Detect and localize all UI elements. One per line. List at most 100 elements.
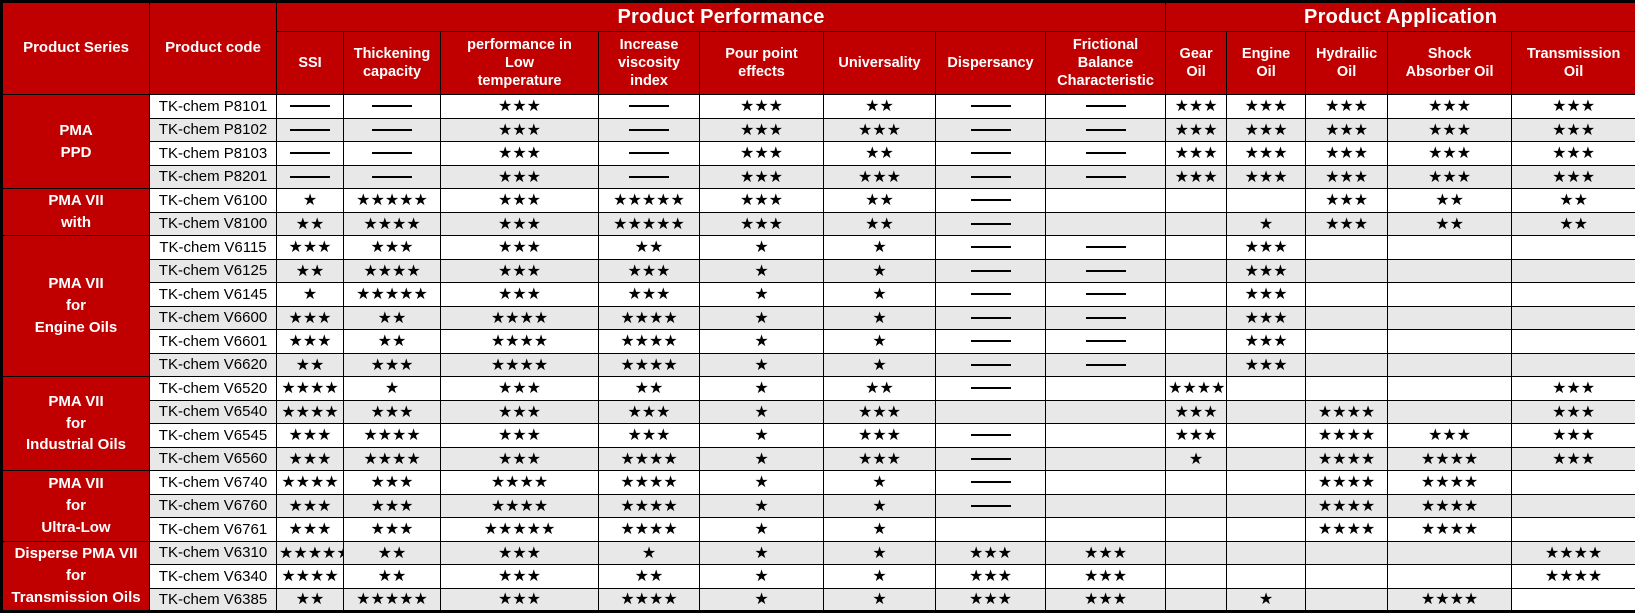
header-columns-row: SSI Thickening capacity performance in L… (2, 31, 1635, 95)
empty-cell (1165, 493, 1228, 518)
star-rating-cell: ★★★★★ (343, 188, 441, 213)
star-rating-cell: ★★ (343, 540, 441, 565)
col-header-hydrailic-oil: Hydrailic Oil (1305, 31, 1389, 95)
star-rating-cell: ★★★★ (598, 446, 700, 471)
star-rating-cell: ★ (699, 352, 824, 377)
product-series-cell: PMA VII for Industrial Oils (1, 376, 150, 471)
not-applicable-cell (935, 235, 1046, 260)
not-applicable-cell (935, 329, 1046, 354)
not-applicable-cell (1044, 305, 1167, 330)
star-rating-cell: ★ (823, 493, 936, 518)
product-code-cell: TK-chem V6100 (149, 188, 277, 213)
product-code-cell: TK-chem P8101 (149, 94, 277, 119)
dash-icon (970, 481, 1011, 484)
star-rating-cell: ★★★★ (343, 423, 441, 448)
product-series-cell: PMA PPD (1, 94, 150, 189)
table-row: TK-chem P8103 ★★★ ★★★ ★★ ★★★ ★★★ ★★★ ★★★ ★★★ (1, 141, 1635, 166)
star-rating-cell: ★★ (276, 258, 344, 283)
empty-cell (1044, 517, 1167, 542)
empty-cell (1387, 329, 1513, 354)
star-rating-cell: ★★★★ (598, 352, 700, 377)
table-row: PMA VII for Engine Oils TK-chem V6115 ★★★ ★… (1, 235, 1635, 377)
empty-cell (1305, 329, 1389, 354)
star-rating-cell: ★ (699, 399, 824, 424)
star-rating-cell: ★★★ (598, 258, 700, 283)
star-rating-cell: ★★★ (1511, 423, 1635, 448)
empty-cell (1511, 493, 1635, 518)
not-applicable-cell (935, 141, 1046, 166)
not-applicable-cell (935, 211, 1046, 236)
star-rating-cell: ★★★ (1511, 94, 1635, 119)
product-code-cell: TK-chem V6145 (149, 282, 277, 307)
star-rating-cell: ★ (823, 540, 936, 565)
empty-cell (1165, 258, 1228, 283)
table-row: TK-chem V6145 ★ ★★★★★ ★★★ ★★★ ★ ★ ★★★ (1, 282, 1635, 307)
star-rating-cell: ★ (823, 352, 936, 377)
table-row: TK-chem V6600 ★★★ ★★ ★★★★ ★★★★ ★ ★ ★★★ (1, 305, 1635, 330)
empty-cell (1387, 540, 1513, 565)
star-rating-cell: ★★★ (1165, 164, 1228, 189)
dash-icon (970, 293, 1011, 296)
product-code-cell: TK-chem V6115 (149, 235, 277, 260)
dash-icon (1085, 269, 1126, 272)
star-rating-cell: ★★★ (823, 446, 936, 471)
star-rating-cell: ★★★★ (598, 517, 700, 542)
star-rating-cell: ★★★ (1511, 376, 1635, 401)
empty-cell (935, 399, 1046, 424)
star-rating-cell: ★★ (1511, 211, 1635, 236)
star-rating-cell: ★ (699, 470, 824, 495)
empty-cell (1387, 352, 1513, 377)
star-rating-cell: ★★★ (1387, 141, 1513, 166)
empty-cell (1305, 540, 1389, 565)
dash-icon (290, 128, 330, 131)
star-rating-cell: ★★★ (823, 423, 936, 448)
star-rating-cell: ★★★ (1387, 423, 1513, 448)
empty-cell (1165, 282, 1228, 307)
table-row: TK-chem V6601 ★★★ ★★ ★★★★ ★★★★ ★ ★ ★★★ (1, 329, 1635, 354)
empty-cell (1387, 399, 1513, 424)
star-rating-cell: ★★★★ (1165, 376, 1228, 401)
col-header-frictional-balance-characteristic: Frictional Balance Characteristic (1044, 31, 1167, 95)
star-rating-cell: ★★ (1511, 188, 1635, 213)
dash-icon (372, 105, 412, 108)
not-applicable-cell (935, 164, 1046, 189)
star-rating-cell: ★★★★ (440, 329, 599, 354)
product-code-cell: TK-chem V6600 (149, 305, 277, 330)
product-code-cell: TK-chem V6340 (149, 564, 277, 589)
not-applicable-cell (935, 352, 1046, 377)
dash-icon (970, 387, 1011, 390)
star-rating-cell: ★★★★ (1387, 446, 1513, 471)
star-rating-cell: ★★★ (1511, 164, 1635, 189)
star-rating-cell: ★★★ (343, 493, 441, 518)
star-rating-cell: ★★★ (1511, 446, 1635, 471)
header-group-row: Product Series Product code Product Perf… (1, 1, 1635, 95)
star-rating-cell: ★★★ (440, 282, 599, 307)
dash-icon (629, 152, 669, 155)
star-rating-cell: ★★★★ (598, 305, 700, 330)
star-rating-cell: ★★ (823, 141, 936, 166)
product-code-cell: TK-chem V6125 (149, 258, 277, 283)
not-applicable-cell (1044, 141, 1167, 166)
star-rating-cell: ★★★ (598, 399, 700, 424)
empty-cell (1226, 188, 1307, 213)
star-rating-cell: ★★★ (1226, 329, 1307, 354)
star-rating-cell: ★★★★ (598, 329, 700, 354)
dash-icon (970, 175, 1011, 178)
dash-icon (629, 105, 669, 108)
star-rating-cell: ★ (598, 540, 700, 565)
empty-cell (1044, 399, 1167, 424)
star-rating-cell: ★★★ (1305, 188, 1389, 213)
star-rating-cell: ★★★★ (276, 376, 344, 401)
dash-icon (970, 105, 1011, 108)
empty-cell (1165, 305, 1228, 330)
star-rating-cell: ★ (823, 517, 936, 542)
star-rating-cell: ★★★ (1044, 540, 1167, 565)
not-applicable-cell (935, 376, 1046, 401)
col-header-low-temperature-performance: performance in Low temperature (440, 31, 599, 95)
star-rating-cell: ★★★ (440, 117, 599, 142)
star-rating-cell: ★★★ (440, 141, 599, 166)
star-rating-cell: ★ (699, 493, 824, 518)
dash-icon (629, 175, 669, 178)
dash-icon (1085, 340, 1126, 343)
